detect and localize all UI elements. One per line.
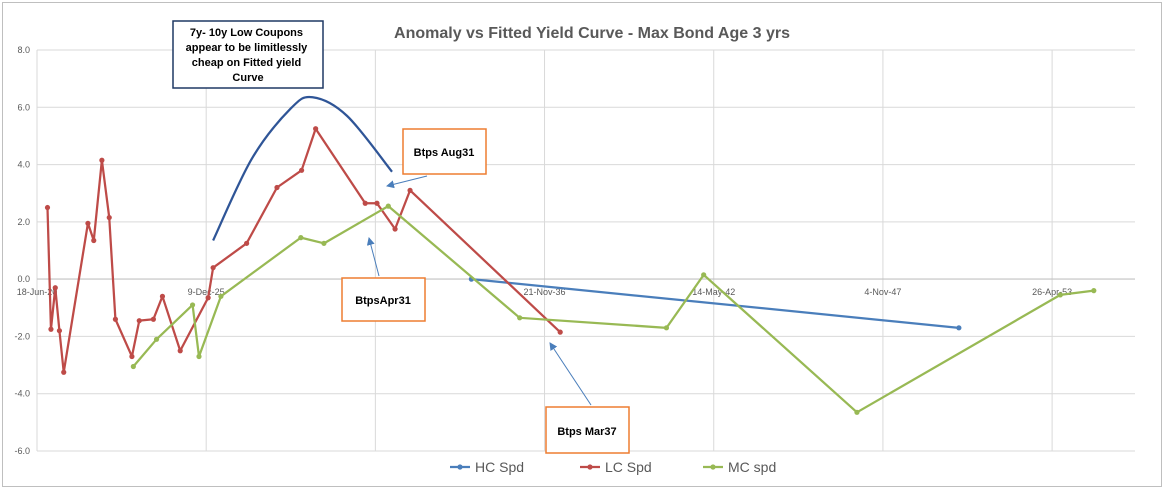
legend-swatch-marker (587, 464, 593, 470)
gridlines (36, 49, 1135, 452)
data-point (701, 272, 707, 278)
series-lc-spd (44, 126, 563, 375)
x-tick-label: 4-Nov-47 (864, 287, 901, 297)
annotation-box-low-coupons (172, 20, 324, 89)
data-point (177, 348, 183, 354)
data-point (136, 318, 142, 324)
series-line (471, 278, 959, 329)
x-tick-label: 26-Apr-53 (1032, 287, 1072, 297)
y-tick-label: -6.0 (14, 446, 30, 456)
data-point (85, 220, 91, 226)
annotation-line-1: 7y- 10y Low Coupons (190, 27, 303, 39)
data-point (112, 316, 119, 322)
data-point (407, 187, 413, 193)
data-point (210, 265, 216, 271)
data-point (52, 285, 58, 291)
data-point (99, 157, 105, 163)
series-layer (44, 95, 1097, 415)
data-point (392, 226, 398, 232)
data-point (159, 293, 166, 299)
y-tick-label: -4.0 (14, 389, 30, 399)
legend-label: LC Spd (605, 459, 652, 475)
axes: -6.0 -4.0 -2.0 0.0 2.0 4.0 6.0 8.0 18-Jun-20 9-De… (14, 45, 1135, 456)
annotation-text-apr31: BtpsApr31 (355, 295, 411, 307)
data-point (854, 409, 860, 415)
data-point (557, 329, 563, 335)
annotation-text-aug31: Btps Aug31 (414, 147, 475, 159)
x-tick-label: 14-May-42 (692, 287, 735, 297)
data-point (129, 353, 135, 360)
legend-item: LC Spd (580, 459, 652, 475)
annotation-box-mar37 (545, 406, 630, 454)
y-tick-label: 6.0 (17, 102, 30, 112)
legend-label: MC spd (728, 459, 776, 475)
data-point (663, 325, 670, 331)
data-point (313, 126, 319, 132)
y-tick-label: 0.0 (17, 274, 30, 284)
series-line (132, 204, 1094, 414)
data-point (299, 167, 305, 173)
annotation-btps-mar37: Btps Mar37 (545, 342, 630, 454)
data-point (244, 240, 250, 246)
data-point (298, 235, 304, 241)
data-point (956, 325, 962, 331)
annotation-line-4: Curve (232, 72, 263, 84)
data-point (321, 240, 327, 246)
data-point (150, 316, 156, 322)
data-point (385, 203, 391, 209)
data-point (130, 363, 136, 370)
annotation-arrow-apr31 (366, 237, 380, 277)
x-tick-label: 21-Nov-36 (524, 287, 566, 297)
annotation-arrow-aug31 (386, 175, 428, 189)
y-tick-label: 8.0 (17, 45, 30, 55)
data-point (153, 336, 160, 342)
data-point (274, 184, 280, 191)
data-point (205, 295, 211, 301)
x-tick-label: 18-Jun-20 (17, 287, 58, 297)
legend-swatch-marker (710, 464, 716, 470)
annotation-box-apr31 (341, 277, 426, 322)
legend-item: MC spd (703, 459, 776, 475)
data-point (517, 315, 523, 321)
annotation-btps-apr31: BtpsApr31 (341, 237, 426, 322)
legend-label: HC Spd (475, 459, 524, 475)
series-mc-spd (130, 203, 1097, 415)
data-point (1057, 292, 1063, 298)
data-point (48, 326, 54, 332)
y-tick-label: -2.0 (14, 331, 30, 341)
x-tick-label: 9-Dec-25 (188, 287, 225, 297)
data-point (106, 214, 112, 221)
data-point (44, 204, 51, 211)
data-point (189, 302, 196, 308)
fitted-curve (212, 95, 393, 241)
annotation-line-2: appear to be limitlessly (186, 42, 309, 54)
legend-item: HC Spd (450, 459, 524, 475)
annotation-text-mar37: Btps Mar37 (557, 426, 616, 438)
data-point (61, 369, 67, 375)
fitted-curve-line (212, 95, 393, 241)
data-point (91, 237, 97, 244)
data-point (218, 293, 224, 299)
chart-title: Anomaly vs Fitted Yield Curve - Max Bond… (394, 25, 790, 42)
data-point (56, 328, 63, 334)
series-line (46, 127, 561, 374)
data-point (362, 200, 368, 206)
annotation-text-low-coupons: 7y- 10y Low Coupons appear to be limitle… (186, 27, 311, 84)
data-point (196, 353, 202, 360)
annotation-arrow-mar37 (549, 342, 592, 406)
y-tick-label: 4.0 (17, 160, 30, 170)
data-point (374, 200, 380, 206)
annotation-btps-aug31: Btps Aug31 (386, 128, 487, 189)
annotation-low-coupons: 7y- 10y Low Coupons appear to be limitle… (172, 20, 324, 89)
data-point (1091, 288, 1097, 294)
y-tick-label: 2.0 (17, 217, 30, 227)
annotation-box-aug31 (402, 128, 487, 175)
legend-swatch-marker (457, 464, 463, 470)
legend: HC Spd LC Spd MC spd (450, 459, 776, 475)
annotation-line-3: cheap on Fitted yield (192, 57, 301, 69)
